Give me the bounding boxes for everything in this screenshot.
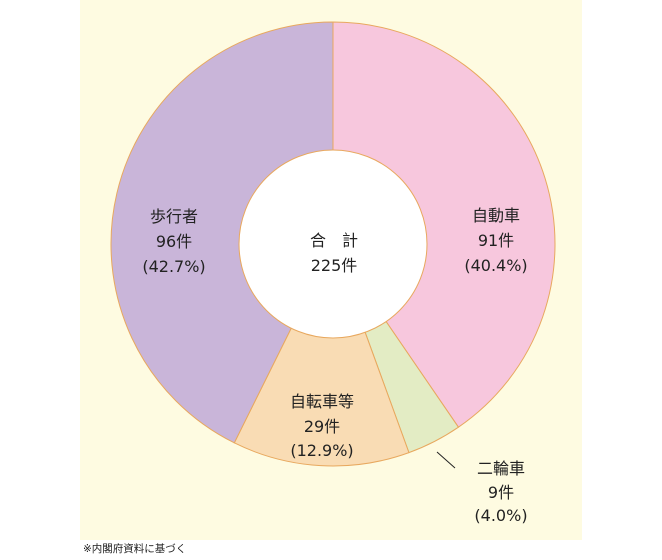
slice-label-pedestrian-count: 96件 xyxy=(156,232,192,251)
slice-label-pedestrian-percent: (42.7%) xyxy=(142,257,205,276)
slice-label-motorcycle-name: 二輪車 xyxy=(477,459,525,478)
slice-label-motorcycle-count: 9件 xyxy=(488,483,514,502)
slice-label-car-name: 自動車 xyxy=(472,206,520,225)
pie-slices xyxy=(110,21,556,467)
slice-label-motorcycle-percent: (4.0%) xyxy=(474,506,527,525)
pie-slice-pedestrian xyxy=(110,21,334,444)
slice-label-bicycle-name: 自転車等 xyxy=(290,392,354,411)
pie-slice-bicycle xyxy=(233,242,410,467)
pie-slice-car xyxy=(332,21,556,428)
source-footnote: ※内閣府資料に基づく xyxy=(83,543,187,555)
slice-label-bicycle-count: 29件 xyxy=(304,417,340,436)
slice-label-pedestrian-name: 歩行者 xyxy=(150,207,198,226)
center-title-label: 合 計 xyxy=(310,231,358,250)
slice-label-car-count: 91件 xyxy=(478,231,514,250)
center-total-label: 225件 xyxy=(311,256,358,275)
slice-label-bicycle-percent: (12.9%) xyxy=(290,441,353,460)
slice-leader-line-motorcycle xyxy=(436,451,456,469)
donut-hole xyxy=(238,149,428,339)
slice-label-car-percent: (40.4%) xyxy=(464,256,527,275)
